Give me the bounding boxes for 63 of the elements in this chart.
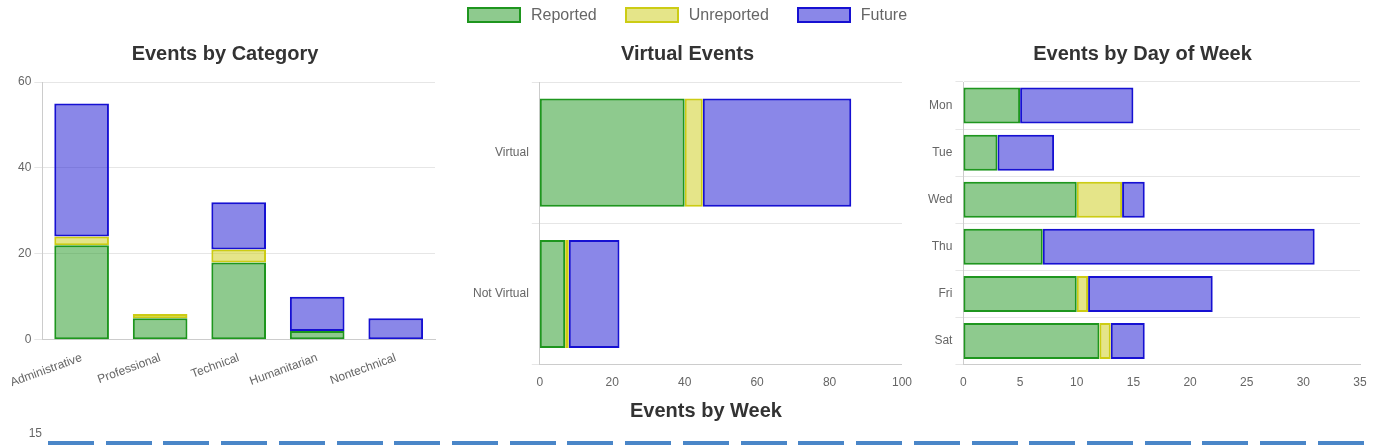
bar	[539, 98, 685, 207]
bar	[1110, 323, 1145, 360]
legend-label: Reported	[530, 6, 597, 24]
chart-title: Virtual Events	[620, 41, 755, 64]
bar	[368, 318, 424, 340]
bar	[1076, 275, 1089, 312]
bar	[963, 134, 998, 171]
bar	[1020, 87, 1134, 124]
x-tick-label: 60	[750, 375, 765, 390]
x-tick-label: 30	[1296, 375, 1311, 390]
y-tick-label: Thu	[931, 239, 953, 254]
x-tick-label: 15	[1126, 375, 1141, 390]
x-tick-label: 20	[605, 375, 620, 390]
bar	[702, 98, 852, 207]
bar	[963, 228, 1043, 265]
bar	[1042, 228, 1315, 265]
chart-title: Events by Day of Week	[1033, 41, 1253, 64]
y-tick-label: Virtual	[495, 144, 529, 159]
x-tick-label: 35	[1353, 375, 1367, 390]
bar	[54, 245, 109, 340]
x-tick-label: 80	[822, 375, 837, 390]
bar	[1088, 275, 1213, 312]
bar	[211, 202, 266, 250]
bar	[211, 249, 266, 263]
bar	[289, 296, 345, 332]
bar	[54, 103, 109, 237]
text: 15	[28, 426, 43, 441]
y-tick-label: 60	[17, 74, 32, 89]
y-tick-label: 20	[17, 246, 32, 261]
legend-label: Future	[860, 6, 908, 24]
x-tick-label: 10	[1070, 375, 1084, 390]
y-tick-label: Mon	[929, 97, 953, 112]
x-tick-label: 100	[891, 375, 913, 390]
y-tick-label: 40	[17, 160, 32, 175]
bar	[211, 262, 266, 340]
bar	[568, 239, 620, 348]
bar	[1099, 323, 1111, 360]
text: Events by Week	[630, 398, 783, 421]
bar	[539, 239, 566, 348]
y-tick-label: Fri	[938, 286, 953, 301]
bar	[997, 134, 1055, 171]
y-tick-label: Not Virtual	[472, 286, 529, 301]
y-tick-label: Tue	[932, 144, 953, 159]
bar	[289, 331, 345, 340]
bar	[963, 87, 1021, 124]
x-tick-label: 20	[1183, 375, 1198, 390]
y-tick-label: 0	[24, 332, 32, 347]
x-tick-label: 40	[678, 375, 692, 390]
bar	[963, 275, 1077, 312]
x-tick-label: 0	[536, 375, 544, 390]
bar	[684, 98, 703, 207]
bar	[132, 318, 188, 340]
bar	[963, 181, 1077, 218]
x-tick-label: 5	[1016, 375, 1024, 390]
y-tick-label: Sat	[934, 333, 954, 348]
bar	[1076, 181, 1123, 218]
x-tick-label: 0	[960, 375, 968, 390]
y-tick-label: Wed	[927, 192, 953, 207]
legend-label: Unreported	[688, 6, 769, 24]
chart-title: Events by Category	[131, 41, 320, 64]
bar	[1122, 181, 1145, 218]
x-tick-label: 25	[1240, 375, 1254, 390]
bar	[963, 323, 1100, 360]
